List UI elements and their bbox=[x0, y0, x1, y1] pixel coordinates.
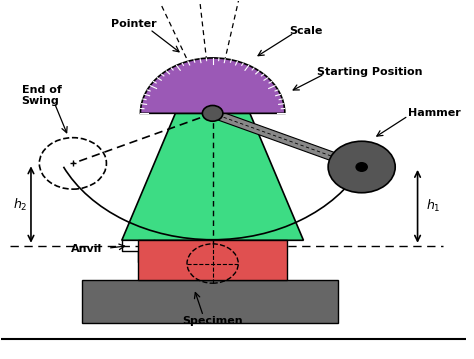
Text: Specimen: Specimen bbox=[182, 316, 243, 326]
Polygon shape bbox=[122, 113, 303, 240]
Wedge shape bbox=[140, 58, 285, 113]
Bar bbox=[138, 240, 287, 280]
Text: $h_1$: $h_1$ bbox=[426, 198, 441, 214]
Text: Hammer: Hammer bbox=[408, 108, 461, 118]
Circle shape bbox=[356, 163, 367, 171]
Polygon shape bbox=[210, 109, 364, 171]
Text: Pointer: Pointer bbox=[110, 19, 156, 29]
Text: CG: CG bbox=[236, 198, 253, 208]
Text: CG: CG bbox=[359, 183, 377, 194]
Text: Starting Position: Starting Position bbox=[318, 67, 423, 77]
Text: End of
Swing: End of Swing bbox=[22, 85, 62, 106]
Text: Scale: Scale bbox=[290, 26, 323, 36]
Bar bbox=[82, 280, 338, 322]
Text: $h_2$: $h_2$ bbox=[13, 196, 27, 213]
Circle shape bbox=[328, 141, 395, 193]
Circle shape bbox=[202, 106, 223, 121]
Text: Anvil: Anvil bbox=[71, 244, 102, 254]
